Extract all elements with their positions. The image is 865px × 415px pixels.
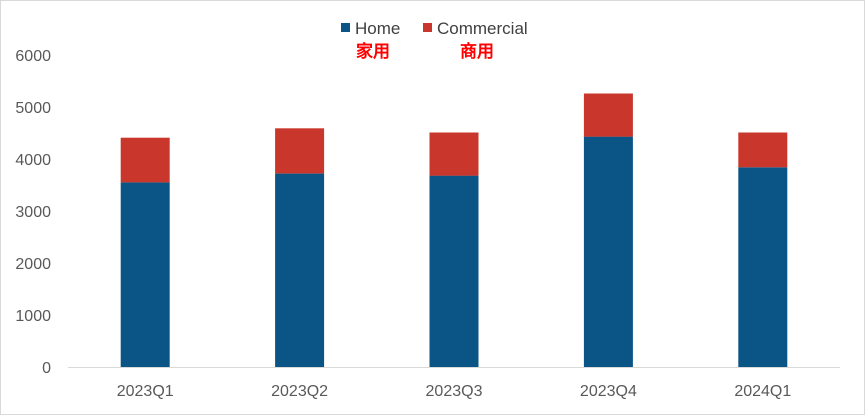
y-tick-label: 6000 (15, 48, 51, 65)
x-tick-label: 2023Q4 (580, 383, 637, 400)
bar-home-2024q1 (738, 167, 788, 367)
bar-home-2023q3 (429, 175, 479, 367)
bar-commercial-2023q2 (275, 128, 325, 174)
x-tick-label: 2023Q3 (426, 383, 483, 400)
x-tick-label: 2024Q1 (734, 383, 791, 400)
legend: Home Commercial (341, 19, 528, 38)
bar-commercial-2023q4 (583, 93, 633, 137)
x-axis-ticks: 2023Q1 2023Q2 2023Q3 2023Q4 2024Q1 (117, 383, 792, 400)
bar-home-2023q2 (275, 173, 325, 367)
x-tick-label: 2023Q1 (117, 383, 174, 400)
y-tick-label: 2000 (15, 256, 51, 273)
bar-commercial-2023q1 (120, 137, 170, 183)
bar-home-2023q1 (120, 182, 170, 367)
bars-group (120, 93, 788, 367)
legend-swatch-home (341, 23, 350, 32)
legend-label-home: Home (355, 19, 400, 38)
bar-commercial-2023q3 (429, 132, 479, 176)
y-tick-label: 1000 (15, 308, 51, 325)
bar-commercial-2024q1 (738, 132, 788, 168)
y-tick-label: 4000 (15, 152, 51, 169)
y-tick-label: 3000 (15, 204, 51, 221)
annotation-home-cn: 家用 (356, 41, 390, 62)
y-tick-label: 5000 (15, 100, 51, 117)
bar-home-2023q4 (583, 136, 633, 367)
legend-label-commercial: Commercial (437, 19, 528, 38)
x-tick-label: 2023Q2 (271, 383, 328, 400)
legend-swatch-commercial (423, 23, 432, 32)
annotation-commercial-cn: 商用 (460, 41, 494, 62)
y-axis-ticks: 0 1000 2000 3000 4000 5000 6000 (15, 48, 51, 377)
y-tick-label: 0 (42, 360, 51, 377)
